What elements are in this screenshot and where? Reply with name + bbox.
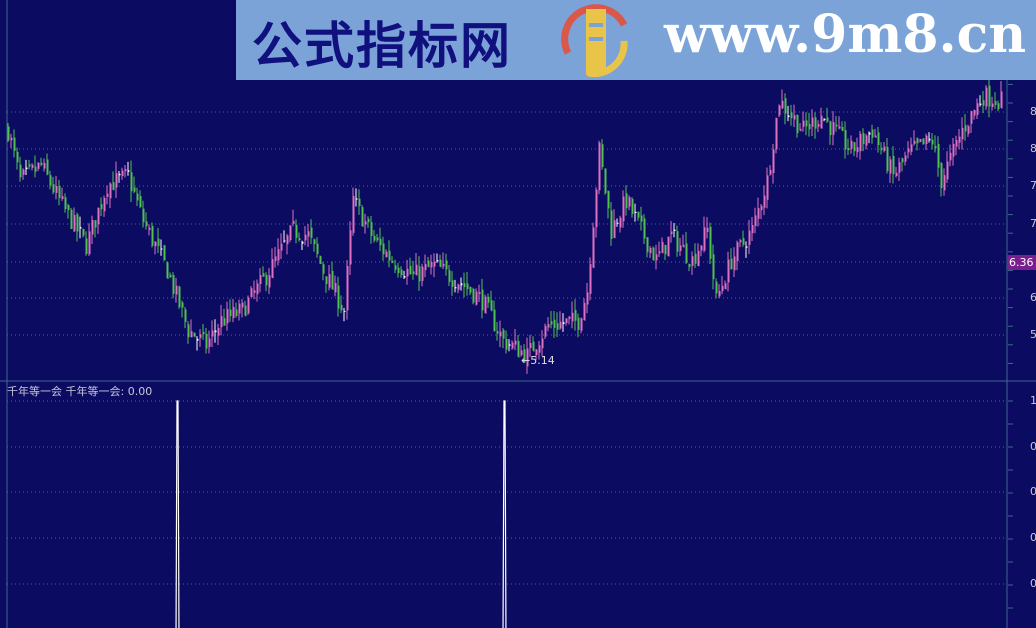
indicator-name: 千年等一会 bbox=[7, 385, 62, 398]
price-axis-label: 8 bbox=[1030, 142, 1036, 155]
low-price-marker: ←5.14 bbox=[521, 354, 555, 367]
indicator-axis-label: 0 bbox=[1030, 485, 1036, 498]
price-axis-label: 8 bbox=[1030, 105, 1036, 118]
indicator-axis-label: 0 bbox=[1030, 440, 1036, 453]
indicator-title: 千年等一会 千年等一会: 0.00 bbox=[7, 383, 152, 399]
logo-icon bbox=[561, 4, 628, 78]
indicator-axis-label: 0 bbox=[1030, 531, 1036, 544]
indicator-signal-spike bbox=[175, 400, 180, 628]
indicator-value: 千年等一会: 0.00 bbox=[65, 385, 153, 398]
watermark-url: www.9m8.cn bbox=[664, 4, 1027, 65]
indicator-axis-label: 1 bbox=[1030, 394, 1036, 407]
gridlines bbox=[7, 111, 1007, 585]
price-axis-label: 6 bbox=[1030, 291, 1036, 304]
candlesticks bbox=[7, 73, 1003, 374]
indicator-signal-spike bbox=[502, 400, 507, 628]
price-axis-label: 7 bbox=[1030, 179, 1036, 192]
watermark-site-name: 公式指标网 bbox=[252, 17, 512, 75]
price-axis-label: 7 bbox=[1030, 217, 1036, 230]
indicator-axis-label: 0 bbox=[1030, 577, 1036, 590]
price-axis-label: 5 bbox=[1030, 328, 1036, 341]
axis-ticks bbox=[1008, 9, 1013, 609]
indicator-lines bbox=[175, 400, 507, 628]
watermark-banner: 公式指标网 www.9m8.cn bbox=[236, 0, 1036, 80]
current-price-tag: 6.36 bbox=[1007, 255, 1036, 270]
